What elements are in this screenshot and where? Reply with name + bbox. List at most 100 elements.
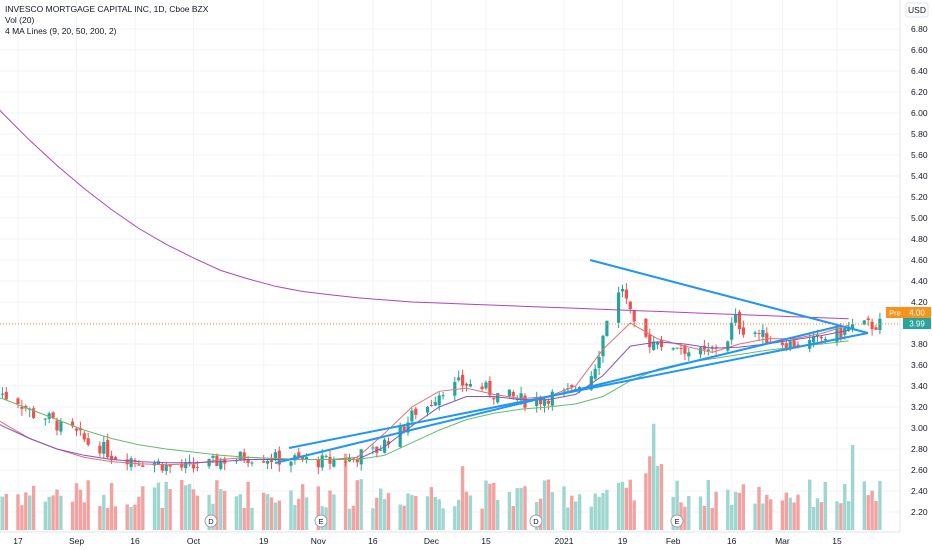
candle-body <box>125 459 129 465</box>
volume-bar <box>655 465 660 530</box>
volume-bar <box>402 505 406 530</box>
x-tick-2: 16 <box>130 536 140 546</box>
volume-bar <box>593 493 597 530</box>
volume-bar <box>511 505 515 530</box>
x-tick-7: Dec <box>424 536 440 546</box>
candle-body <box>457 377 461 381</box>
volume-bar <box>453 506 457 530</box>
candle-body <box>266 460 270 464</box>
volume-bars <box>0 423 882 530</box>
volume-bar <box>624 487 629 530</box>
volume-bar <box>269 497 274 530</box>
volume-bar <box>160 507 164 530</box>
candle-body <box>164 464 168 472</box>
y-tick-5: 3.20 <box>911 402 928 412</box>
price-axis[interactable]: 2.20 2.40 2.60 2.80 3.00 3.20 3.40 3.60 3.80 4.00… <box>911 24 928 517</box>
volume-bar <box>815 498 820 530</box>
candle-body <box>359 449 363 465</box>
volume-bar <box>398 504 402 530</box>
candle-body <box>648 334 652 348</box>
volume-bar <box>250 507 254 530</box>
volume-bar <box>351 505 356 530</box>
volume-bar <box>332 494 336 530</box>
chart-grid <box>0 0 900 532</box>
candle-body <box>429 405 433 407</box>
volume-bar <box>835 501 839 530</box>
volume-bar <box>410 494 414 530</box>
volume-bar <box>769 499 773 530</box>
volume-bar <box>20 505 24 530</box>
x-tick-4: 19 <box>259 536 269 546</box>
candle-body <box>624 289 628 299</box>
volume-bar <box>28 495 32 530</box>
volume-bar <box>125 504 129 530</box>
candle-body <box>406 422 410 433</box>
legend-volume[interactable]: Vol (20) <box>5 15 35 25</box>
volume-bar <box>219 489 223 530</box>
y-tick-20: 6.20 <box>911 87 928 97</box>
y-tick-22: 6.60 <box>911 45 928 55</box>
volume-bar <box>109 482 114 530</box>
candle-body <box>195 466 199 468</box>
candle-body <box>250 462 254 464</box>
volume-bar <box>98 506 102 530</box>
candle-body <box>180 464 184 468</box>
candle-body <box>106 440 110 458</box>
volume-bar <box>761 503 765 530</box>
volume-bar <box>246 481 250 530</box>
legend-symbol[interactable]: INVESCO MORTGAGE CAPITAL INC, 1D, Cboe B… <box>5 4 209 14</box>
candle-body <box>211 455 215 458</box>
volume-bar <box>507 491 512 530</box>
time-axis[interactable]: 17 Sep 16 Oct 19 Nov 16 Dec 15 2021 19 Feb 16 Mar 15 <box>13 536 842 546</box>
event-label-1: E <box>318 517 323 526</box>
candle-body <box>702 345 706 350</box>
volume-bar <box>59 495 63 530</box>
volume-bar <box>675 480 679 530</box>
candle-body <box>55 420 59 431</box>
candle-body <box>379 449 383 451</box>
candle-body <box>753 332 757 334</box>
volume-bar <box>644 473 648 530</box>
legend-ma[interactable]: 4 MA Lines (9, 20, 50, 200, 2) <box>5 26 117 36</box>
volume-bar <box>671 496 675 530</box>
volume-bar <box>24 492 28 530</box>
price-axis-bg <box>900 0 932 532</box>
volume-bar <box>519 487 523 530</box>
candle-body <box>698 347 703 355</box>
candle-body <box>246 459 250 463</box>
volume-bar <box>359 479 363 530</box>
volume-bar <box>823 481 827 530</box>
candle-body <box>761 330 765 337</box>
candle-body <box>328 456 332 464</box>
x-tick-8: 15 <box>481 536 491 546</box>
volume-bar <box>316 486 320 530</box>
candle-body <box>652 341 656 350</box>
trendlines[interactable] <box>274 259 869 464</box>
candle-body <box>593 368 597 379</box>
last-price: 3.99 <box>909 320 925 329</box>
volume-bar <box>515 488 519 530</box>
x-tick-0: 17 <box>13 536 23 546</box>
candle-body <box>496 393 500 403</box>
volume-bar <box>133 504 137 530</box>
currency-badge[interactable] <box>905 2 929 18</box>
candle-body <box>414 408 418 415</box>
candle-body <box>433 402 437 406</box>
volume-bar <box>839 503 843 530</box>
candle-body <box>683 345 687 354</box>
volume-bar <box>538 498 543 530</box>
y-tick-8: 3.80 <box>911 339 928 349</box>
candle-body <box>866 318 870 321</box>
candle-body <box>839 327 843 338</box>
event-label-2: D <box>533 517 539 526</box>
volume-bar <box>0 496 5 530</box>
ma-line-200 <box>0 109 849 320</box>
y-tick-3: 2.80 <box>911 444 928 454</box>
candle-body <box>71 421 75 427</box>
candle-body <box>441 395 445 397</box>
candle-body <box>706 349 710 351</box>
candle-body <box>219 460 223 469</box>
volume-bar <box>574 501 578 530</box>
